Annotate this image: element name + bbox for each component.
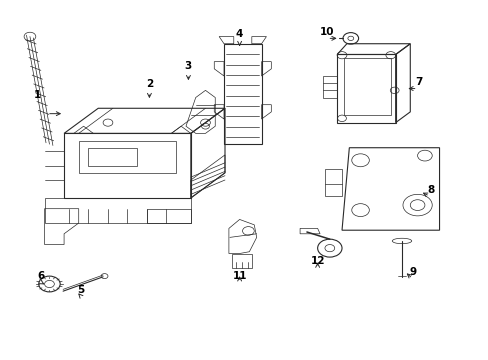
Text: 11: 11 (232, 271, 246, 281)
Text: 5: 5 (78, 285, 84, 295)
Text: 8: 8 (427, 185, 434, 195)
Text: 10: 10 (320, 27, 334, 37)
Text: 6: 6 (37, 271, 44, 281)
Text: 7: 7 (414, 77, 422, 87)
Text: 12: 12 (310, 256, 324, 266)
Text: 9: 9 (408, 267, 415, 277)
Text: 1: 1 (34, 90, 41, 100)
Text: 2: 2 (145, 79, 153, 89)
Text: 3: 3 (184, 61, 192, 71)
Text: 4: 4 (235, 29, 243, 39)
